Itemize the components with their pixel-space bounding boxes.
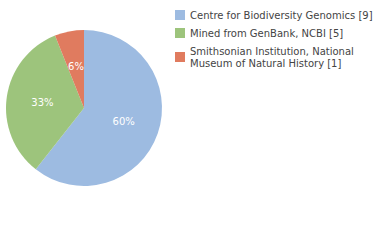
svg-text:Smithsonian Institution, Natio: Smithsonian Institution, National: [190, 46, 357, 57]
svg-text:6%: 6%: [68, 61, 84, 72]
svg-text:Mined from GenBank, NCBI [5]: Mined from GenBank, NCBI [5]: [190, 28, 343, 39]
svg-text:Museum of Natural History [1]: Museum of Natural History [1]: [190, 58, 341, 69]
svg-text:Centre for Biodiversity Genomi: Centre for Biodiversity Genomics [9]: [190, 10, 373, 21]
svg-text:60%: 60%: [113, 116, 135, 127]
svg-text:33%: 33%: [31, 97, 53, 108]
